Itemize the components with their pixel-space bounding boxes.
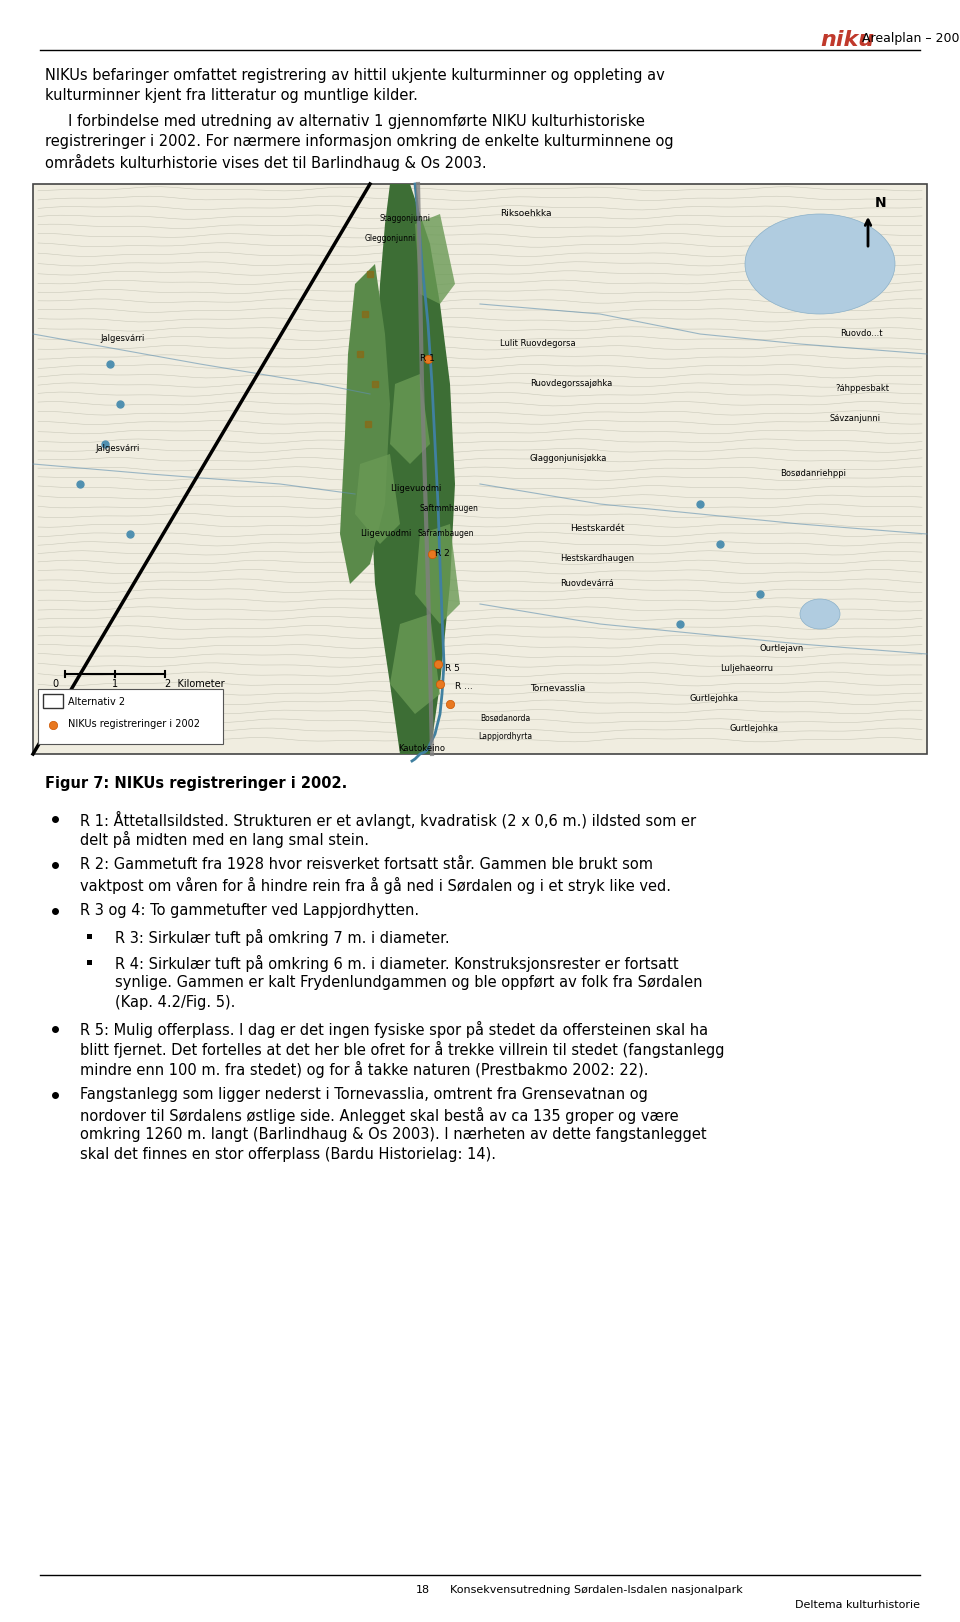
Text: Gurtlejohka: Gurtlejohka xyxy=(690,694,739,702)
Text: Saftmmhaugen: Saftmmhaugen xyxy=(420,504,479,513)
Text: Figur 7: NIKUs registreringer i 2002.: Figur 7: NIKUs registreringer i 2002. xyxy=(45,775,348,792)
Polygon shape xyxy=(390,615,440,714)
Text: Ruovdo...t: Ruovdo...t xyxy=(840,329,882,337)
Text: R ...: R ... xyxy=(455,681,472,691)
Text: 0: 0 xyxy=(52,680,58,689)
Text: synlige. Gammen er kalt Frydenlundgammen og ble oppført av folk fra Sørdalen: synlige. Gammen er kalt Frydenlundgammen… xyxy=(115,975,703,989)
Text: niku: niku xyxy=(820,29,875,50)
Text: Luljehaeorru: Luljehaeorru xyxy=(720,663,773,673)
Text: Konsekvensutredning Sørdalen-Isdalen nasjonalpark: Konsekvensutredning Sørdalen-Isdalen nas… xyxy=(450,1585,743,1594)
Text: Glaggonjunisjøkka: Glaggonjunisjøkka xyxy=(530,454,608,462)
Polygon shape xyxy=(340,264,390,584)
Text: NIKUs registreringer i 2002: NIKUs registreringer i 2002 xyxy=(68,719,200,728)
Bar xyxy=(87,960,92,965)
Text: Bosødanriehppi: Bosødanriehppi xyxy=(780,469,846,478)
Text: (Kap. 4.2/Fig. 5).: (Kap. 4.2/Fig. 5). xyxy=(115,994,235,1011)
Ellipse shape xyxy=(745,214,895,315)
Text: Hestskardét: Hestskardét xyxy=(570,524,625,534)
Text: Ruovdegorssajøhka: Ruovdegorssajøhka xyxy=(530,380,612,388)
Text: blitt fjernet. Det fortelles at det her ble ofret for å trekke villrein til sted: blitt fjernet. Det fortelles at det her … xyxy=(80,1041,725,1058)
Text: R 3 og 4: To gammetufter ved Lappjordhytten.: R 3 og 4: To gammetufter ved Lappjordhyt… xyxy=(80,903,420,918)
Text: N: N xyxy=(875,196,887,209)
Text: Lligevuodmi: Lligevuodmi xyxy=(360,529,412,539)
Text: 1: 1 xyxy=(112,680,118,689)
Bar xyxy=(38,689,223,744)
Text: områdets kulturhistorie vises det til Barlindhaug & Os 2003.: områdets kulturhistorie vises det til Ba… xyxy=(45,154,487,170)
Text: Staggonjunni: Staggonjunni xyxy=(380,214,431,222)
Polygon shape xyxy=(415,524,460,624)
Text: Arealplan – 2006: Arealplan – 2006 xyxy=(862,32,960,45)
Text: omkring 1260 m. langt (Barlindhaug & Os 2003). I nærheten av dette fangstanlegge: omkring 1260 m. langt (Barlindhaug & Os … xyxy=(80,1127,707,1142)
Text: R 2: Gammetuft fra 1928 hvor reisverket fortsatt står. Gammen ble brukt som: R 2: Gammetuft fra 1928 hvor reisverket … xyxy=(80,856,653,873)
Text: R 5: Mulig offerplass. I dag er det ingen fysiske spor på stedet da offersteinen: R 5: Mulig offerplass. I dag er det inge… xyxy=(80,1020,708,1038)
Polygon shape xyxy=(355,454,400,543)
Text: R 1: Åttetallsildsted. Strukturen er et avlangt, kvadratisk (2 x 0,6 m.) ildsted: R 1: Åttetallsildsted. Strukturen er et … xyxy=(80,811,696,829)
Text: Lappjordhyrta: Lappjordhyrta xyxy=(478,732,532,741)
Text: Kautokeino: Kautokeino xyxy=(398,744,445,753)
Text: nordover til Sørdalens østlige side. Anlegget skal bestå av ca 135 groper og vær: nordover til Sørdalens østlige side. Anl… xyxy=(80,1106,679,1124)
Text: Sávzanjunni: Sávzanjunni xyxy=(830,414,881,423)
Polygon shape xyxy=(415,214,455,303)
Text: vaktpost om våren for å hindre rein fra å gå ned i Sørdalen og i et stryk like v: vaktpost om våren for å hindre rein fra … xyxy=(80,878,671,894)
Polygon shape xyxy=(390,375,430,464)
Text: Jalgesvárri: Jalgesvárri xyxy=(100,334,144,342)
Text: skal det finnes en stor offerplass (Bardu Historielag: 14).: skal det finnes en stor offerplass (Bard… xyxy=(80,1147,496,1161)
Text: Bosødanorda: Bosødanorda xyxy=(480,714,530,723)
Text: 2  Kilometer: 2 Kilometer xyxy=(165,680,225,689)
Text: Ourtlejavn: Ourtlejavn xyxy=(760,644,804,654)
Text: Tornevasslia: Tornevasslia xyxy=(530,684,586,693)
Text: Jalgesvárri: Jalgesvárri xyxy=(95,444,139,453)
Bar xyxy=(87,934,92,939)
Text: R 2: R 2 xyxy=(435,548,449,558)
Text: 18: 18 xyxy=(416,1585,430,1594)
Text: delt på midten med en lang smal stein.: delt på midten med en lang smal stein. xyxy=(80,830,369,848)
Text: Hestskardhaugen: Hestskardhaugen xyxy=(560,555,635,563)
Text: NIKUs befaringer omfattet registrering av hittil ukjente kulturminner og oppleti: NIKUs befaringer omfattet registrering a… xyxy=(45,68,664,83)
Polygon shape xyxy=(370,183,455,754)
Text: Alternativ 2: Alternativ 2 xyxy=(68,697,125,707)
Text: Saframbaugen: Saframbaugen xyxy=(418,529,474,539)
Text: Riksoehkka: Riksoehkka xyxy=(500,209,551,217)
Bar xyxy=(43,694,63,707)
Text: Fangstanlegg som ligger nederst i Tornevasslia, omtrent fra Grensevatnan og: Fangstanlegg som ligger nederst i Tornev… xyxy=(80,1087,648,1101)
Text: R 5: R 5 xyxy=(445,663,460,673)
Text: Deltema kulturhistorie: Deltema kulturhistorie xyxy=(795,1599,920,1611)
Text: I forbindelse med utredning av alternativ 1 gjennomførte NIKU kulturhistoriske: I forbindelse med utredning av alternati… xyxy=(45,114,645,130)
Text: Ruovdevárrá: Ruovdevárrá xyxy=(560,579,613,589)
Text: R 1: R 1 xyxy=(420,354,435,363)
Text: registreringer i 2002. For nærmere informasjon omkring de enkelte kulturminnene : registreringer i 2002. For nærmere infor… xyxy=(45,135,674,149)
Text: kulturminner kjent fra litteratur og muntlige kilder.: kulturminner kjent fra litteratur og mun… xyxy=(45,88,418,104)
Text: Gurtlejohka: Gurtlejohka xyxy=(730,723,779,733)
Text: R 3: Sirkulær tuft på omkring 7 m. i diameter.: R 3: Sirkulær tuft på omkring 7 m. i dia… xyxy=(115,929,449,946)
Text: R 4: Sirkulær tuft på omkring 6 m. i diameter. Konstruksjonsrester er fortsatt: R 4: Sirkulær tuft på omkring 6 m. i dia… xyxy=(115,955,679,972)
Text: mindre enn 100 m. fra stedet) og for å takke naturen (Prestbakmo 2002: 22).: mindre enn 100 m. fra stedet) og for å t… xyxy=(80,1061,649,1079)
Ellipse shape xyxy=(800,599,840,629)
Bar xyxy=(33,183,927,754)
Text: Gleggonjunni: Gleggonjunni xyxy=(365,234,416,243)
Text: Lligevuodmi: Lligevuodmi xyxy=(390,483,442,493)
Text: ?áhppesbakt: ?áhppesbakt xyxy=(835,384,889,393)
Text: Lulit Ruovdegorsa: Lulit Ruovdegorsa xyxy=(500,339,576,349)
